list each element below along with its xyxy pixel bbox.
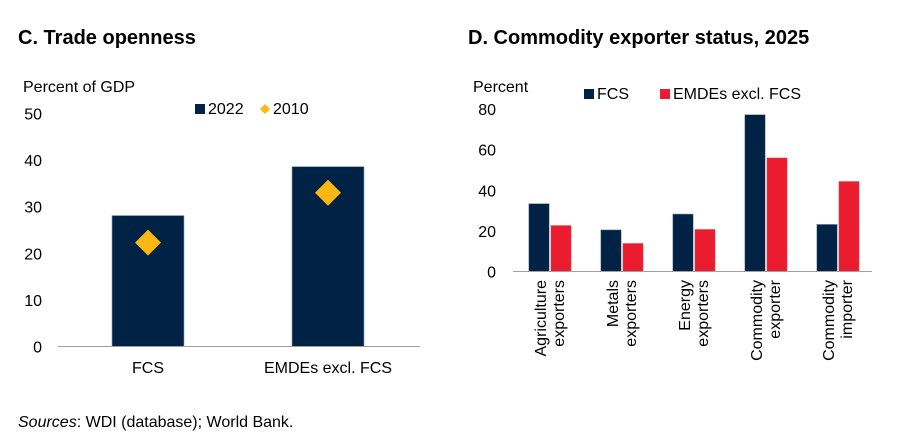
- chart-c-y-tick-label: 50: [24, 107, 42, 124]
- chart-c-legend: 2022 2010: [195, 101, 309, 118]
- chart-d-title: D. Commodity exporter status, 2025: [468, 27, 810, 49]
- chart-c-y-axis-label: Percent of GDP: [23, 79, 135, 96]
- sources-label: Sources: [18, 414, 77, 431]
- chart-c-title: C. Trade openness: [18, 27, 196, 49]
- chart-c-y-tick-label: 0: [33, 340, 42, 357]
- chart-c-y-tick-label: 40: [24, 153, 42, 170]
- legend-label-2022: 2022: [208, 101, 244, 118]
- chart-c-y-tick-label: 20: [24, 246, 42, 263]
- chart-c-y-tick-label: 30: [24, 200, 42, 217]
- legend-swatch-2022: [195, 104, 205, 114]
- chart-c-marker-2010: [135, 229, 161, 256]
- chart-c-x-tick-label: EMDEs excl. FCS: [264, 360, 392, 377]
- sources-note: Sources: WDI (database); World Bank.: [18, 414, 293, 432]
- legend-swatch-2010-diamond: [260, 104, 270, 114]
- legend-label-2010: 2010: [273, 101, 309, 118]
- sources-text: : WDI (database); World Bank.: [76, 414, 294, 431]
- chart-c-x-tick-label: FCS: [132, 360, 164, 377]
- chart-c-y-tick-label: 10: [24, 293, 42, 310]
- chart-c-marker-2010: [315, 179, 341, 206]
